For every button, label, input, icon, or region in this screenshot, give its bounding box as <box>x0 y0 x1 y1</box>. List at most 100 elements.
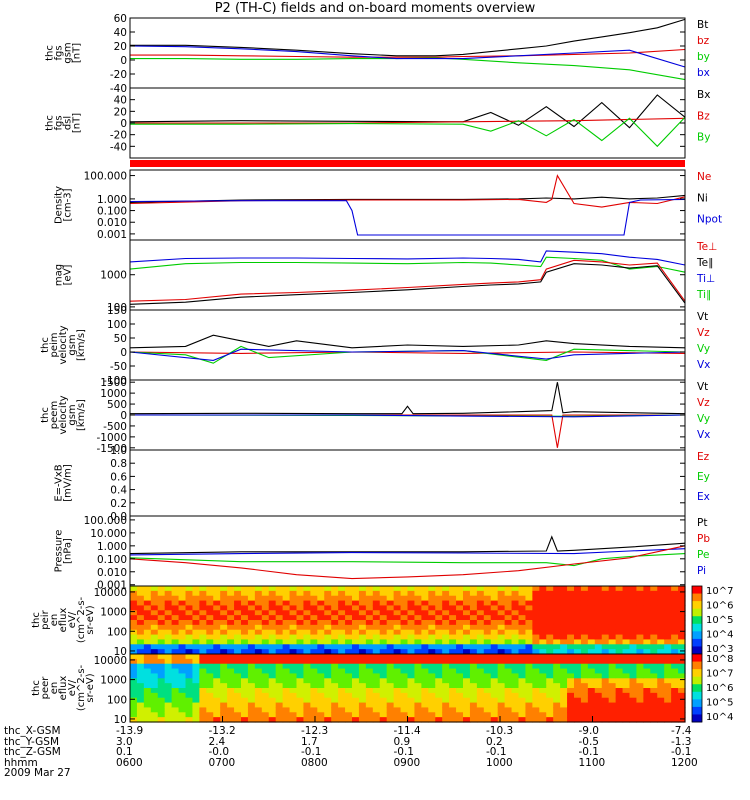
heatmap-cell <box>400 590 409 597</box>
heatmap-cell <box>247 658 256 665</box>
heatmap-cell <box>345 610 353 616</box>
heatmap-cell <box>199 600 207 607</box>
heatmap-cell <box>650 620 658 626</box>
heatmap-cell <box>629 634 638 641</box>
heatmap-cell <box>456 663 464 670</box>
series-line-npot <box>129 198 686 236</box>
heatmap-cell <box>365 692 374 699</box>
heatmap-cell <box>421 615 429 621</box>
heatmap-cell <box>275 595 284 602</box>
heatmap-cell <box>463 610 471 616</box>
heatmap-cell <box>136 629 145 636</box>
ylabel-efield: [mV/m] <box>63 464 74 502</box>
heatmap-cell <box>608 668 617 675</box>
panel-frame <box>129 169 686 241</box>
heatmap-cell <box>130 707 138 713</box>
heatmap-cell <box>365 644 374 650</box>
colorbar-label: 10^3 <box>706 644 733 655</box>
heatmap-cell <box>241 707 249 713</box>
heatmap-cell <box>331 629 339 636</box>
heatmap-cell <box>518 624 527 631</box>
heatmap-cell <box>469 654 478 660</box>
heatmap-cell <box>185 658 194 665</box>
series-line-ne <box>129 174 686 208</box>
heatmap-cell <box>449 620 457 626</box>
heatmap-cell <box>553 717 561 723</box>
heatmap-cell <box>143 663 152 670</box>
heatmap-cell <box>449 707 457 713</box>
heatmap-cell <box>157 692 166 699</box>
ylabel-peer: en <box>49 682 60 695</box>
heatmap-cell <box>560 688 568 694</box>
heatmap-cell <box>247 668 256 675</box>
heatmap-cell <box>247 590 256 597</box>
heatmap-cell <box>185 590 194 597</box>
heatmap-cell <box>643 629 651 636</box>
heatmap-cell <box>143 605 152 611</box>
heatmap-cell <box>400 717 409 723</box>
heatmap-cell <box>483 697 492 704</box>
heatmap-cell <box>518 615 527 621</box>
heatmap-cell <box>227 644 235 650</box>
heatmap-cell <box>553 668 561 675</box>
heatmap-cell <box>407 634 416 641</box>
heatmap-cell <box>254 678 263 684</box>
heatmap-cell <box>587 620 596 626</box>
heatmap-cell <box>657 600 665 607</box>
ytick-label: 40 <box>114 27 127 39</box>
heatmap-cell <box>206 639 214 645</box>
heatmap-cell <box>150 668 159 675</box>
heatmap-cell <box>587 586 596 592</box>
heatmap-cell <box>587 697 596 704</box>
heatmap-cell <box>490 620 499 626</box>
heatmap-cell <box>490 688 499 694</box>
footer-row-label: thc_X-GSM <box>4 725 61 737</box>
heatmap-cell <box>213 644 221 650</box>
heatmap-cell <box>227 615 235 621</box>
heatmap-cell <box>241 624 249 631</box>
heatmap-cell <box>157 673 166 679</box>
heatmap-cell <box>386 673 395 679</box>
series-line-vt <box>129 382 686 415</box>
heatmap-cell <box>157 610 166 616</box>
heatmap-cell <box>234 654 242 660</box>
heatmap-cell <box>282 683 291 689</box>
heatmap-cell <box>407 649 416 655</box>
heatmap-cell <box>220 600 228 607</box>
heatmap-cell <box>227 605 235 611</box>
colorbar-segment <box>692 631 702 640</box>
heatmap-cell <box>650 600 658 607</box>
heatmap-cell <box>372 586 381 592</box>
heatmap-cell <box>476 688 485 694</box>
heatmap-cell <box>657 590 665 597</box>
heatmap-cell <box>136 663 145 670</box>
colorbar-label: 10^8 <box>706 654 733 665</box>
heatmap-cell <box>206 678 214 684</box>
heatmap-cell <box>428 624 436 631</box>
legend-entry-vz: Vz <box>697 397 710 409</box>
heatmap-cell <box>567 639 575 645</box>
heatmap-cell <box>483 586 492 592</box>
heatmap-cell <box>275 615 284 621</box>
heatmap-cell <box>546 605 554 611</box>
panel-frame <box>129 515 686 587</box>
heatmap-cell <box>532 654 540 660</box>
heatmap-cell <box>275 600 284 607</box>
heatmap-cell <box>234 668 242 675</box>
heatmap-cell <box>199 595 207 602</box>
heatmap-cell <box>518 629 527 636</box>
footer-row: thc_Y-GSM 3.0 2.4 1.7 0.9 0.2 -0.5 -1.3 <box>4 736 692 748</box>
heatmap-cell <box>324 678 332 684</box>
heatmap-cell <box>435 605 443 611</box>
heatmap-cell <box>469 649 478 655</box>
heatmap-cell <box>671 717 679 723</box>
heatmap-cell <box>608 595 617 602</box>
heatmap-cell <box>594 605 603 611</box>
heatmap-cell <box>143 702 152 709</box>
heatmap-cell <box>143 624 152 631</box>
heatmap-cell <box>532 629 540 636</box>
heatmap-cell <box>386 629 395 636</box>
heatmap-cell <box>601 707 610 713</box>
heatmap-cell <box>358 683 367 689</box>
heatmap-cell <box>220 697 228 704</box>
